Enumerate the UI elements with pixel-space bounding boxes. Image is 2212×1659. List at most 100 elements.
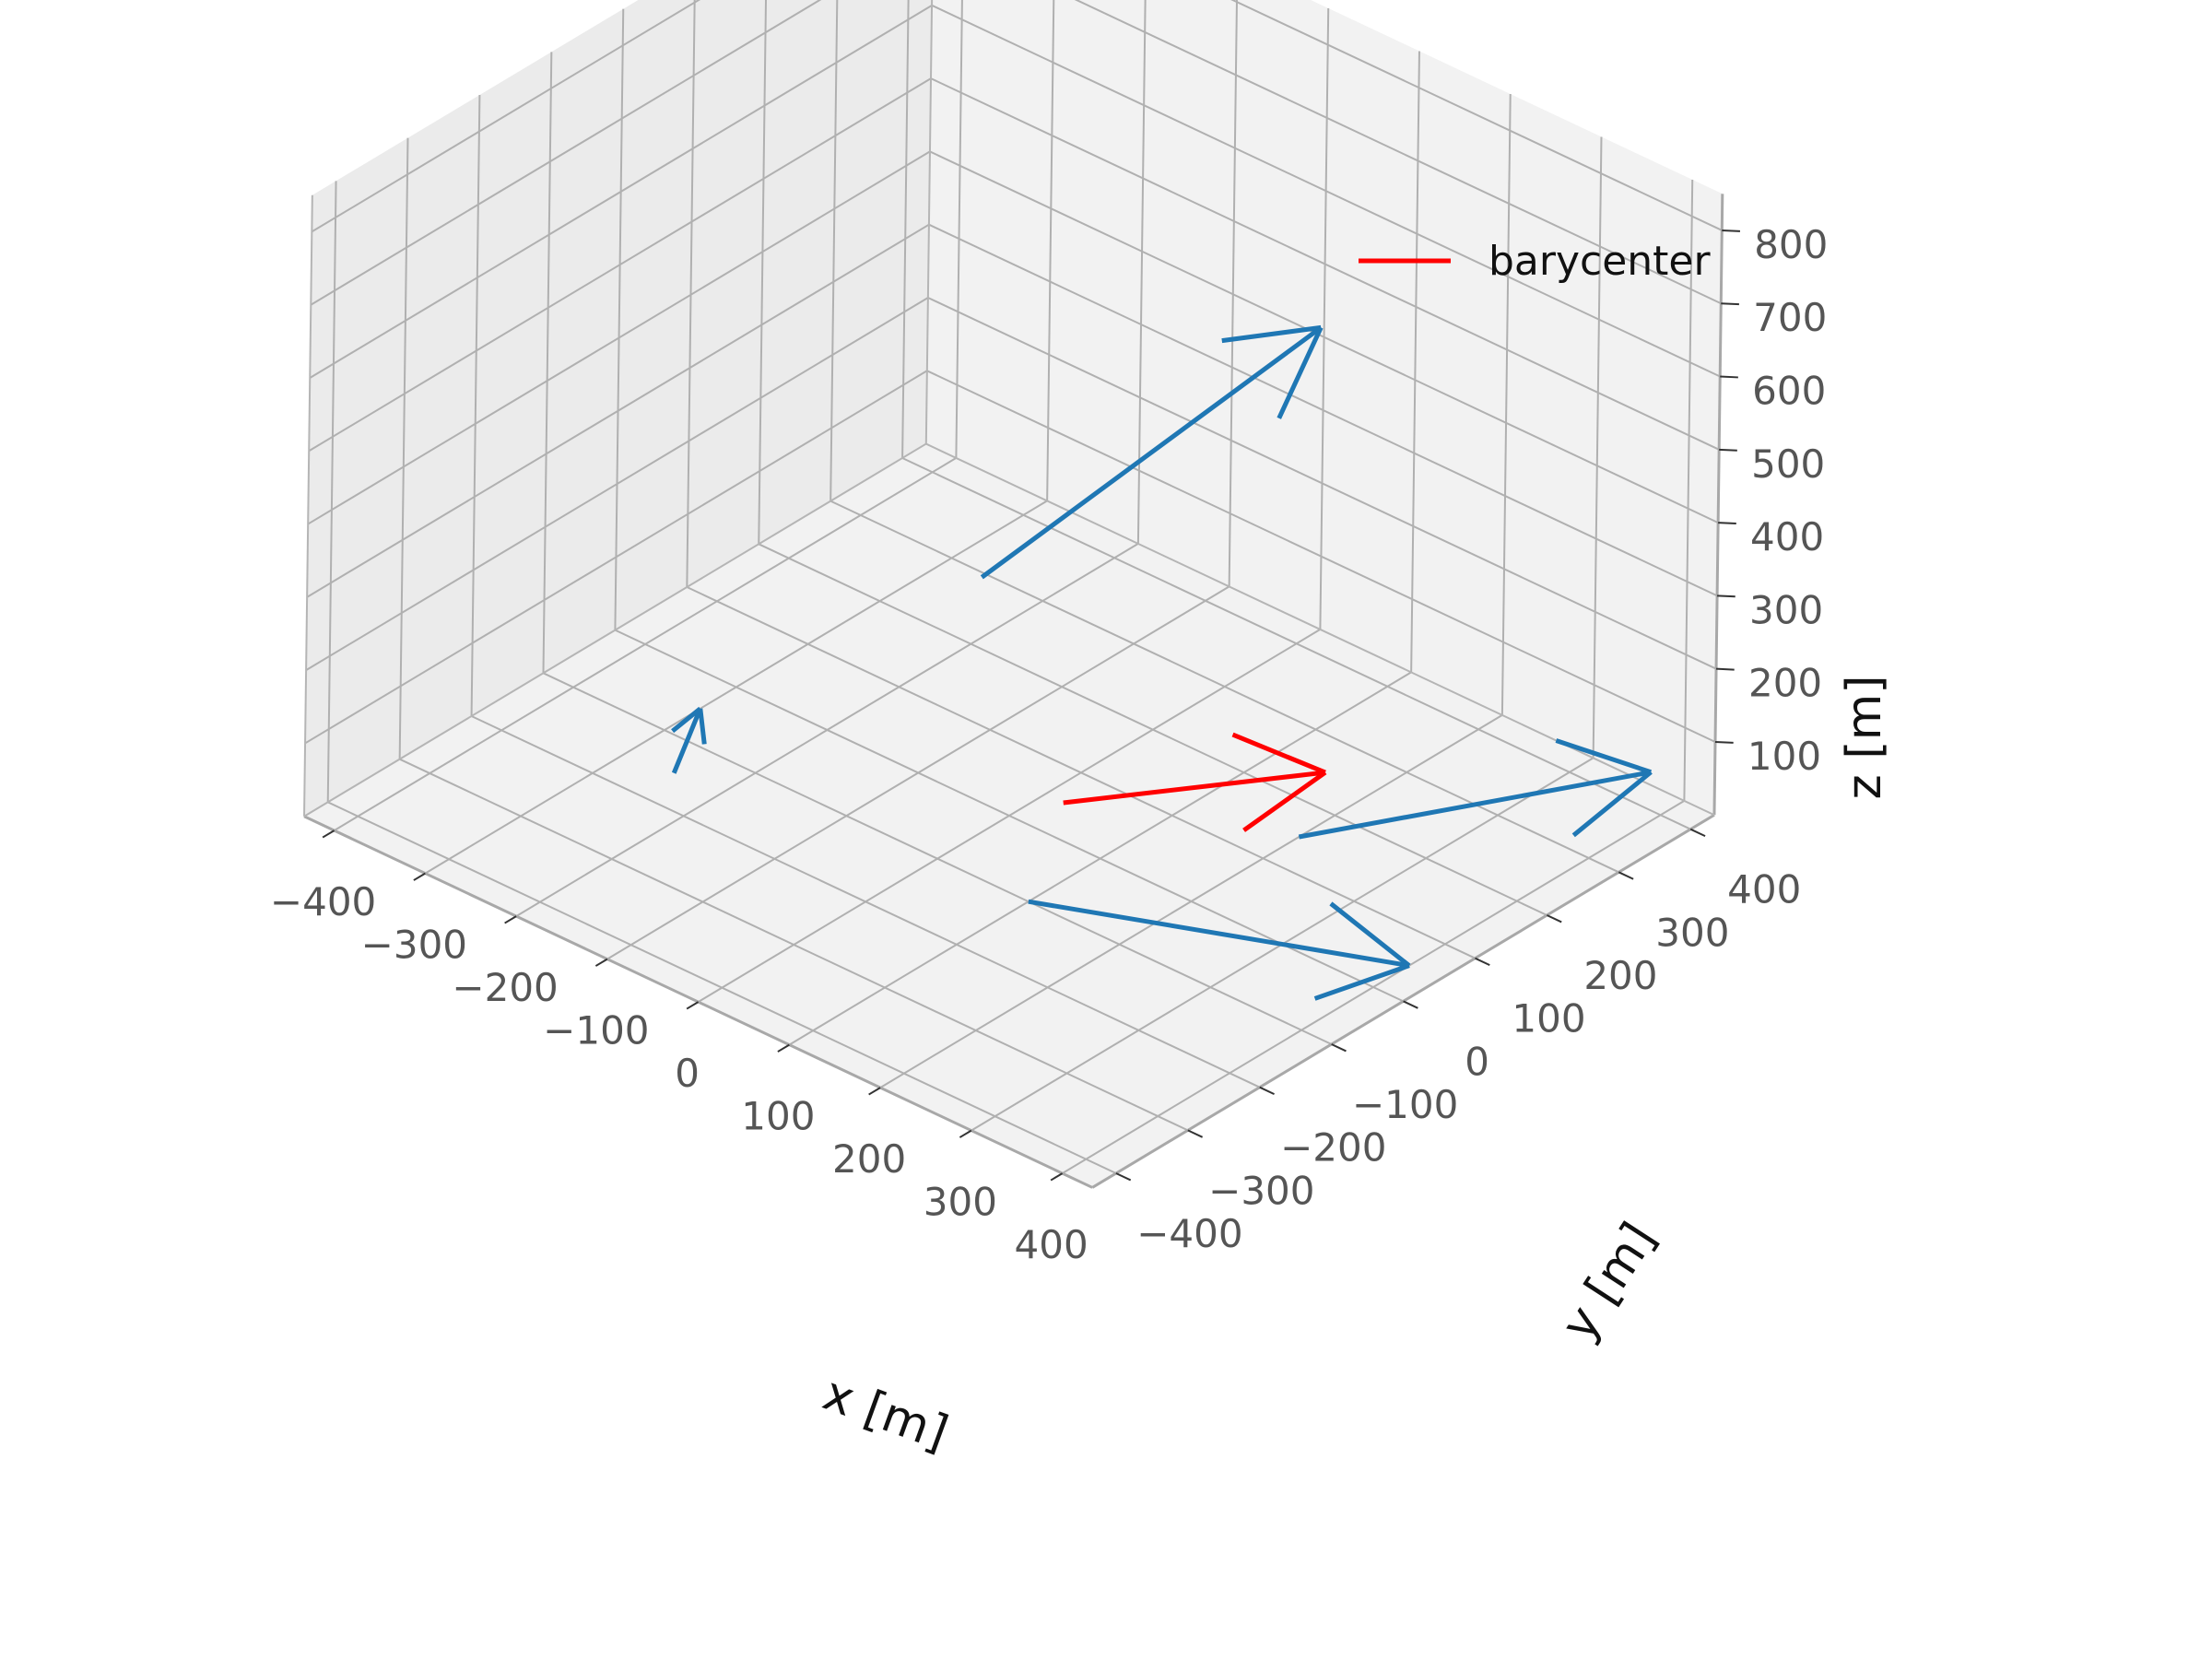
y-tick-label: 200 (1583, 953, 1657, 998)
grid-line-y-left (542, 52, 553, 674)
z-tick-mark (1717, 594, 1735, 598)
vector-arrow-head-right (1221, 324, 1322, 344)
z-tick-label: 500 (1751, 441, 1825, 487)
grid-line-y-floor (901, 457, 1691, 830)
legend-label-barycenter: barycenter (1488, 238, 1711, 285)
z-tick-label: 300 (1749, 587, 1823, 632)
grid-line-y-left (758, 0, 767, 545)
grid-line-x-back (1319, 7, 1330, 629)
z-axis-label: z [m] (1837, 675, 1892, 799)
grid-line-z-left (306, 223, 930, 598)
x-tick-label: −300 (361, 923, 467, 968)
legend: barycenter (1359, 238, 1711, 285)
vector-arrow-shaft (980, 325, 1323, 580)
x-tick-mark (504, 915, 517, 924)
vector-arrow-shaft (671, 707, 703, 774)
x-tick-label: 300 (924, 1180, 997, 1225)
z-tick-label: 400 (1750, 514, 1824, 559)
y-tick-mark (1331, 1043, 1347, 1053)
grid-line-y-floor (686, 586, 1476, 959)
grid-line-z-back (927, 297, 1717, 670)
vector-arrow-head-left (1313, 963, 1410, 1001)
grid-line-y-left (901, 0, 910, 458)
x-tick-mark (868, 1087, 881, 1096)
grid-line-z-back (1074, 0, 1722, 305)
tick-marks (322, 229, 1740, 1182)
x-tick-label: −100 (543, 1008, 649, 1053)
y-tick-mark (1618, 871, 1634, 880)
barycenter-arrow-head-right (1231, 732, 1326, 775)
pane-edge-back-bottom (925, 442, 1715, 817)
barycenter-arrow-shaft (1063, 770, 1326, 806)
vector-arrow-head-left (1277, 326, 1324, 419)
vector-arrow-head-right (1555, 738, 1653, 775)
grid-line-y-floor (758, 543, 1547, 916)
vector-arrow-shaft (1298, 770, 1652, 840)
x-tick-label: 400 (1015, 1222, 1088, 1267)
grid-line-y-floor (471, 715, 1261, 1088)
x-tick-mark (594, 958, 608, 967)
grid-line-y-left (830, 0, 839, 501)
grid-line-y-left (686, 0, 696, 587)
grid-line-x-back (1136, 0, 1147, 544)
grid-line-x-back (1683, 179, 1694, 801)
z-tick-label: 100 (1747, 734, 1821, 779)
y-tick-label: 0 (1465, 1039, 1489, 1084)
grid-line-y-left (614, 8, 625, 630)
x-tick-label: 200 (832, 1136, 906, 1182)
z-tick-label: 200 (1748, 661, 1822, 706)
grid-line-z-back (929, 150, 1719, 524)
grid-line-y-floor (543, 672, 1333, 1045)
z-tick-mark (1722, 229, 1740, 232)
vector-arrow-head-right (671, 706, 702, 734)
x-tick-mark (413, 872, 426, 881)
grid-line-y-left (326, 181, 337, 803)
grid-line-y-left (398, 137, 409, 759)
x-tick-label: 0 (675, 1051, 700, 1096)
x-tick-mark (322, 830, 335, 839)
y-tick-mark (1475, 957, 1490, 967)
grid-line-z-left (311, 0, 701, 233)
grid-line-z-left (308, 77, 932, 453)
pane-edge-corner (924, 0, 934, 444)
grid-line-y-floor (399, 758, 1189, 1132)
vector-arrows (671, 324, 1653, 1001)
vector-arrow-head-left (1571, 770, 1653, 838)
grid-line-z-back (1230, 0, 1723, 231)
vector-arrow-head-right (1329, 901, 1411, 968)
y-tick-label: 300 (1655, 910, 1729, 955)
vector-arrow-shaft (1028, 899, 1410, 969)
y-tick-label: 400 (1727, 867, 1801, 912)
z-tick-mark (1718, 522, 1736, 525)
y-tick-mark (1689, 828, 1706, 838)
z-tick-mark (1719, 448, 1737, 452)
grid-line-z-back (926, 370, 1716, 743)
x-tick-label: −200 (452, 965, 558, 1010)
z-tick-label: 700 (1753, 295, 1827, 340)
grid-line-z-back (930, 77, 1720, 451)
y-tick-mark (1403, 1000, 1418, 1009)
grid-line-z-left (307, 150, 931, 525)
grid-line-z-left (309, 4, 933, 379)
x-tick-mark (959, 1129, 972, 1138)
z-tick-mark (1720, 375, 1738, 379)
z-tick-mark (1721, 302, 1739, 306)
y-axis-label: y [m] (1551, 1213, 1667, 1350)
x-tick-mark (686, 1001, 700, 1010)
grid-line-z-left (305, 297, 929, 672)
z-tick-label: 800 (1754, 222, 1828, 267)
x-tick-mark (777, 1043, 790, 1053)
grid-line-y-left (470, 95, 481, 717)
z-tick-mark (1716, 667, 1735, 671)
x-axis-label: x [m] (816, 1366, 955, 1462)
y-tick-mark (1187, 1129, 1204, 1138)
grid-line-x-back (1046, 0, 1055, 501)
grid-line-z-back (931, 4, 1721, 378)
pane-edge-left-bottom (303, 442, 927, 818)
grid-line-x-back (955, 0, 963, 458)
y-tick-mark (1259, 1086, 1275, 1096)
y-tick-mark (1547, 914, 1562, 924)
x-tick-label: 100 (741, 1094, 815, 1139)
